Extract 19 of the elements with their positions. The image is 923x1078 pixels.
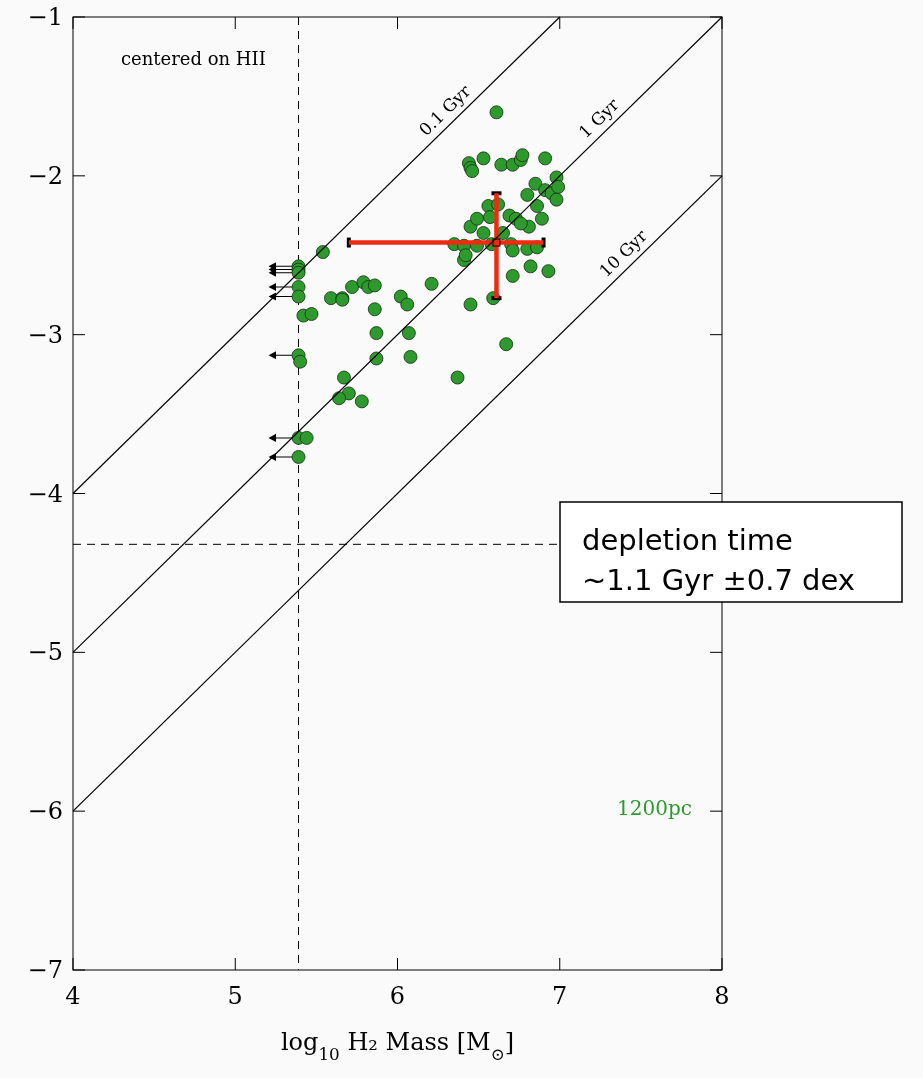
x-tick-label: 4 — [65, 982, 81, 1010]
y-tick-label: −4 — [27, 479, 63, 508]
y-tick-label: −3 — [27, 320, 63, 349]
annotation: centered on HII — [121, 48, 266, 69]
annotation: depletion time ~1.1 Gyr ±0.7 dex — [582, 523, 855, 597]
annotation: 1 Gyr — [574, 93, 624, 142]
x-tick-label: 8 — [714, 982, 730, 1010]
x-tick-label: 7 — [552, 982, 568, 1010]
x-tick-label: 5 — [227, 982, 243, 1010]
annotation: 0.1 Gyr — [414, 80, 475, 140]
annotation: 10 Gyr — [595, 225, 652, 281]
y-tick-label: −5 — [27, 638, 63, 667]
text: 1200pc — [617, 796, 692, 820]
x-axis-title: log$_{10}$ H₂ Mass [M$_{⊙}$] — [280, 1028, 515, 1064]
y-tick-label: −6 — [27, 797, 63, 826]
x-tick-label: 6 — [389, 982, 406, 1010]
y-tick-label: −1 — [27, 3, 63, 31]
y-tick-label: −2 — [27, 161, 63, 190]
y-tick-label: −7 — [27, 956, 63, 984]
